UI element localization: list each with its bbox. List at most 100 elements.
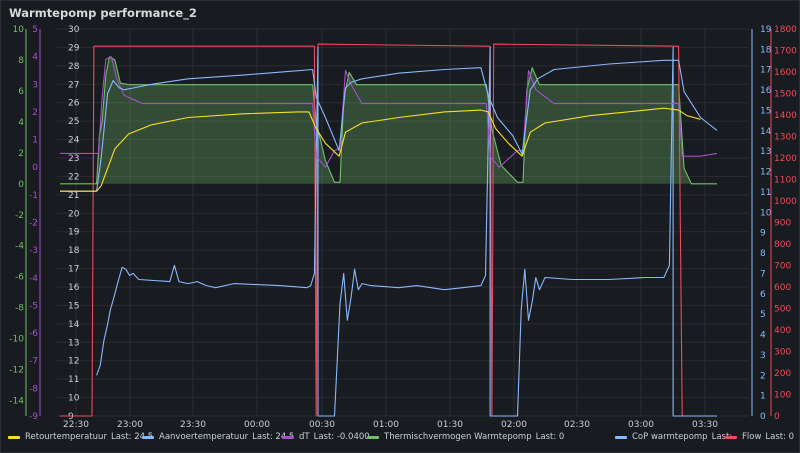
- y-tick-label-temperature: 17: [68, 265, 79, 275]
- y-tick-label-thermisch: 8: [18, 56, 24, 66]
- legend-label: Aanvoertemperatuur: [159, 432, 249, 442]
- legend-last-value: Last: -0.0400: [313, 432, 370, 442]
- y-tick-label-cop: 11: [760, 188, 771, 198]
- legend-swatch: [142, 435, 154, 439]
- y-tick-label-thermisch: -14: [9, 397, 24, 407]
- chart-svg: 1086420-2-4-6-8-10-12-14543210-1-2-3-4-5…: [9, 25, 797, 430]
- y-tick-label-temperature: 10: [68, 394, 80, 404]
- y-tick-label-flow: 800: [774, 240, 791, 250]
- legend-swatch: [282, 435, 294, 439]
- y-tick-label-flow: 200: [774, 369, 791, 379]
- y-tick-label-dt: -6: [29, 329, 38, 339]
- y-tick-label-temperature: 26: [68, 99, 80, 109]
- series-line-retourtemperatuur[interactable]: [60, 107, 701, 192]
- x-tick-label: 22:30: [63, 420, 89, 430]
- y-tick-label-dt: -1: [29, 191, 38, 201]
- legend-item[interactable]: Flow Last: 0: [725, 432, 794, 442]
- y-tick-label-thermisch: -2: [15, 211, 24, 221]
- x-tick-label: 00:00: [244, 420, 270, 430]
- y-tick-label-flow: 900: [774, 219, 791, 229]
- series-line-flow[interactable]: [60, 43, 717, 417]
- y-tick-label-cop: 7: [760, 269, 766, 279]
- y-tick-label-dt: 1: [32, 136, 38, 146]
- panel-title[interactable]: Warmtepomp performance_2: [9, 6, 197, 20]
- y-tick-label-temperature: 21: [68, 191, 79, 201]
- y-tick-label-cop: 19: [760, 25, 772, 35]
- legend-label: Thermischvermogen Warmtepomp: [384, 432, 532, 442]
- y-tick-label-thermisch: -8: [15, 304, 24, 314]
- legend-item[interactable]: dT Last: -0.0400: [282, 432, 370, 442]
- x-tick-label: 23:30: [180, 420, 206, 430]
- y-tick-label-flow: 0: [774, 412, 780, 422]
- series-line-aanvoertemperatuur[interactable]: [60, 59, 718, 192]
- y-tick-label-flow: 1500: [774, 90, 797, 100]
- y-tick-label-temperature: 20: [68, 209, 80, 219]
- legend-swatch: [8, 435, 20, 439]
- y-axes: 1086420-2-4-6-8-10-12-14543210-1-2-3-4-5…: [9, 25, 797, 422]
- y-tick-label-temperature: 29: [68, 43, 80, 53]
- y-tick-label-thermisch: -6: [15, 273, 24, 283]
- y-tick-label-flow: 400: [774, 326, 791, 336]
- legend-item[interactable]: Aanvoertemperatuur Last: 24.5: [142, 432, 294, 442]
- y-tick-label-dt: -7: [29, 357, 38, 367]
- y-tick-label-flow: 500: [774, 305, 791, 315]
- series-line-cop-warmtepomp[interactable]: [96, 46, 717, 417]
- y-tick-label-dt: -8: [29, 384, 38, 394]
- y-tick-label-cop: 9: [760, 229, 766, 239]
- y-tick-label-temperature: 9: [68, 412, 74, 422]
- legend-item[interactable]: Thermischvermogen Warmtepomp Last: 0: [367, 432, 564, 442]
- y-tick-label-temperature: 24: [68, 136, 80, 146]
- y-tick-label-thermisch: 2: [18, 149, 24, 159]
- y-tick-label-cop: 8: [760, 249, 766, 259]
- legend-label: dT: [299, 432, 310, 442]
- x-tick-label: 00:30: [309, 420, 335, 430]
- x-tick-label: 02:30: [564, 420, 590, 430]
- series-line-dt[interactable]: [60, 56, 718, 168]
- y-tick-label-temperature: 16: [68, 283, 80, 293]
- plot-area: [57, 29, 749, 416]
- y-tick-label-temperature: 12: [68, 357, 79, 367]
- y-tick-label-temperature: 30: [68, 25, 80, 35]
- y-tick-label-temperature: 18: [68, 246, 80, 256]
- legend-swatch: [367, 435, 379, 439]
- y-tick-label-cop: 16: [760, 86, 772, 96]
- x-tick-label: 01:30: [437, 420, 463, 430]
- y-tick-label-dt: 4: [32, 53, 38, 63]
- y-tick-label-cop: 3: [760, 351, 766, 361]
- y-tick-label-temperature: 11: [68, 375, 79, 385]
- legend-last-value: Last: 24.5: [252, 432, 295, 442]
- x-tick-label: 01:00: [373, 420, 399, 430]
- y-tick-label-temperature: 23: [68, 154, 79, 164]
- legend-last-value: Last:: [711, 432, 733, 442]
- y-tick-label-cop: 6: [760, 290, 766, 300]
- y-tick-label-temperature: 27: [68, 80, 79, 90]
- legend-label: Retourtemperatuur: [25, 432, 107, 442]
- y-tick-label-thermisch: -12: [9, 366, 24, 376]
- y-tick-label-thermisch: 4: [18, 118, 24, 128]
- x-axis: 22:30 23:00 23:30 00:00 00:30 01:00 01:30 02:00…: [63, 420, 718, 430]
- y-tick-label-dt: -4: [29, 274, 38, 284]
- y-tick-label-cop: 4: [760, 331, 766, 341]
- y-tick-label-flow: 300: [774, 348, 791, 358]
- y-tick-label-thermisch: 10: [13, 25, 25, 35]
- y-tick-label-cop: 15: [760, 106, 771, 116]
- x-tick-label: 23:00: [117, 420, 143, 430]
- y-tick-label-dt: 2: [32, 108, 38, 118]
- y-tick-label-flow: 1800: [774, 25, 797, 35]
- y-tick-label-flow: 700: [774, 262, 791, 272]
- y-tick-label-temperature: 22: [68, 172, 79, 182]
- y-tick-label-cop: 13: [760, 147, 771, 157]
- y-tick-label-dt: 5: [32, 25, 38, 35]
- x-tick-label: 03:00: [628, 420, 654, 430]
- y-tick-label-dt: -2: [29, 219, 38, 229]
- y-tick-label-cop: 12: [760, 168, 771, 178]
- y-tick-label-thermisch: 6: [18, 87, 24, 97]
- y-tick-label-cop: 1: [760, 392, 766, 402]
- legend-item[interactable]: Retourtemperatuur Last: 24.5: [8, 432, 153, 442]
- legend-item[interactable]: CoP warmtepomp Last:: [615, 432, 732, 442]
- series-fill-thermisch: [60, 56, 717, 184]
- y-tick-label-flow: 1100: [774, 176, 797, 186]
- y-tick-label-temperature: 19: [68, 228, 80, 238]
- y-tick-label-dt: 0: [32, 163, 38, 173]
- legend-last-value: Last: 0: [765, 432, 795, 442]
